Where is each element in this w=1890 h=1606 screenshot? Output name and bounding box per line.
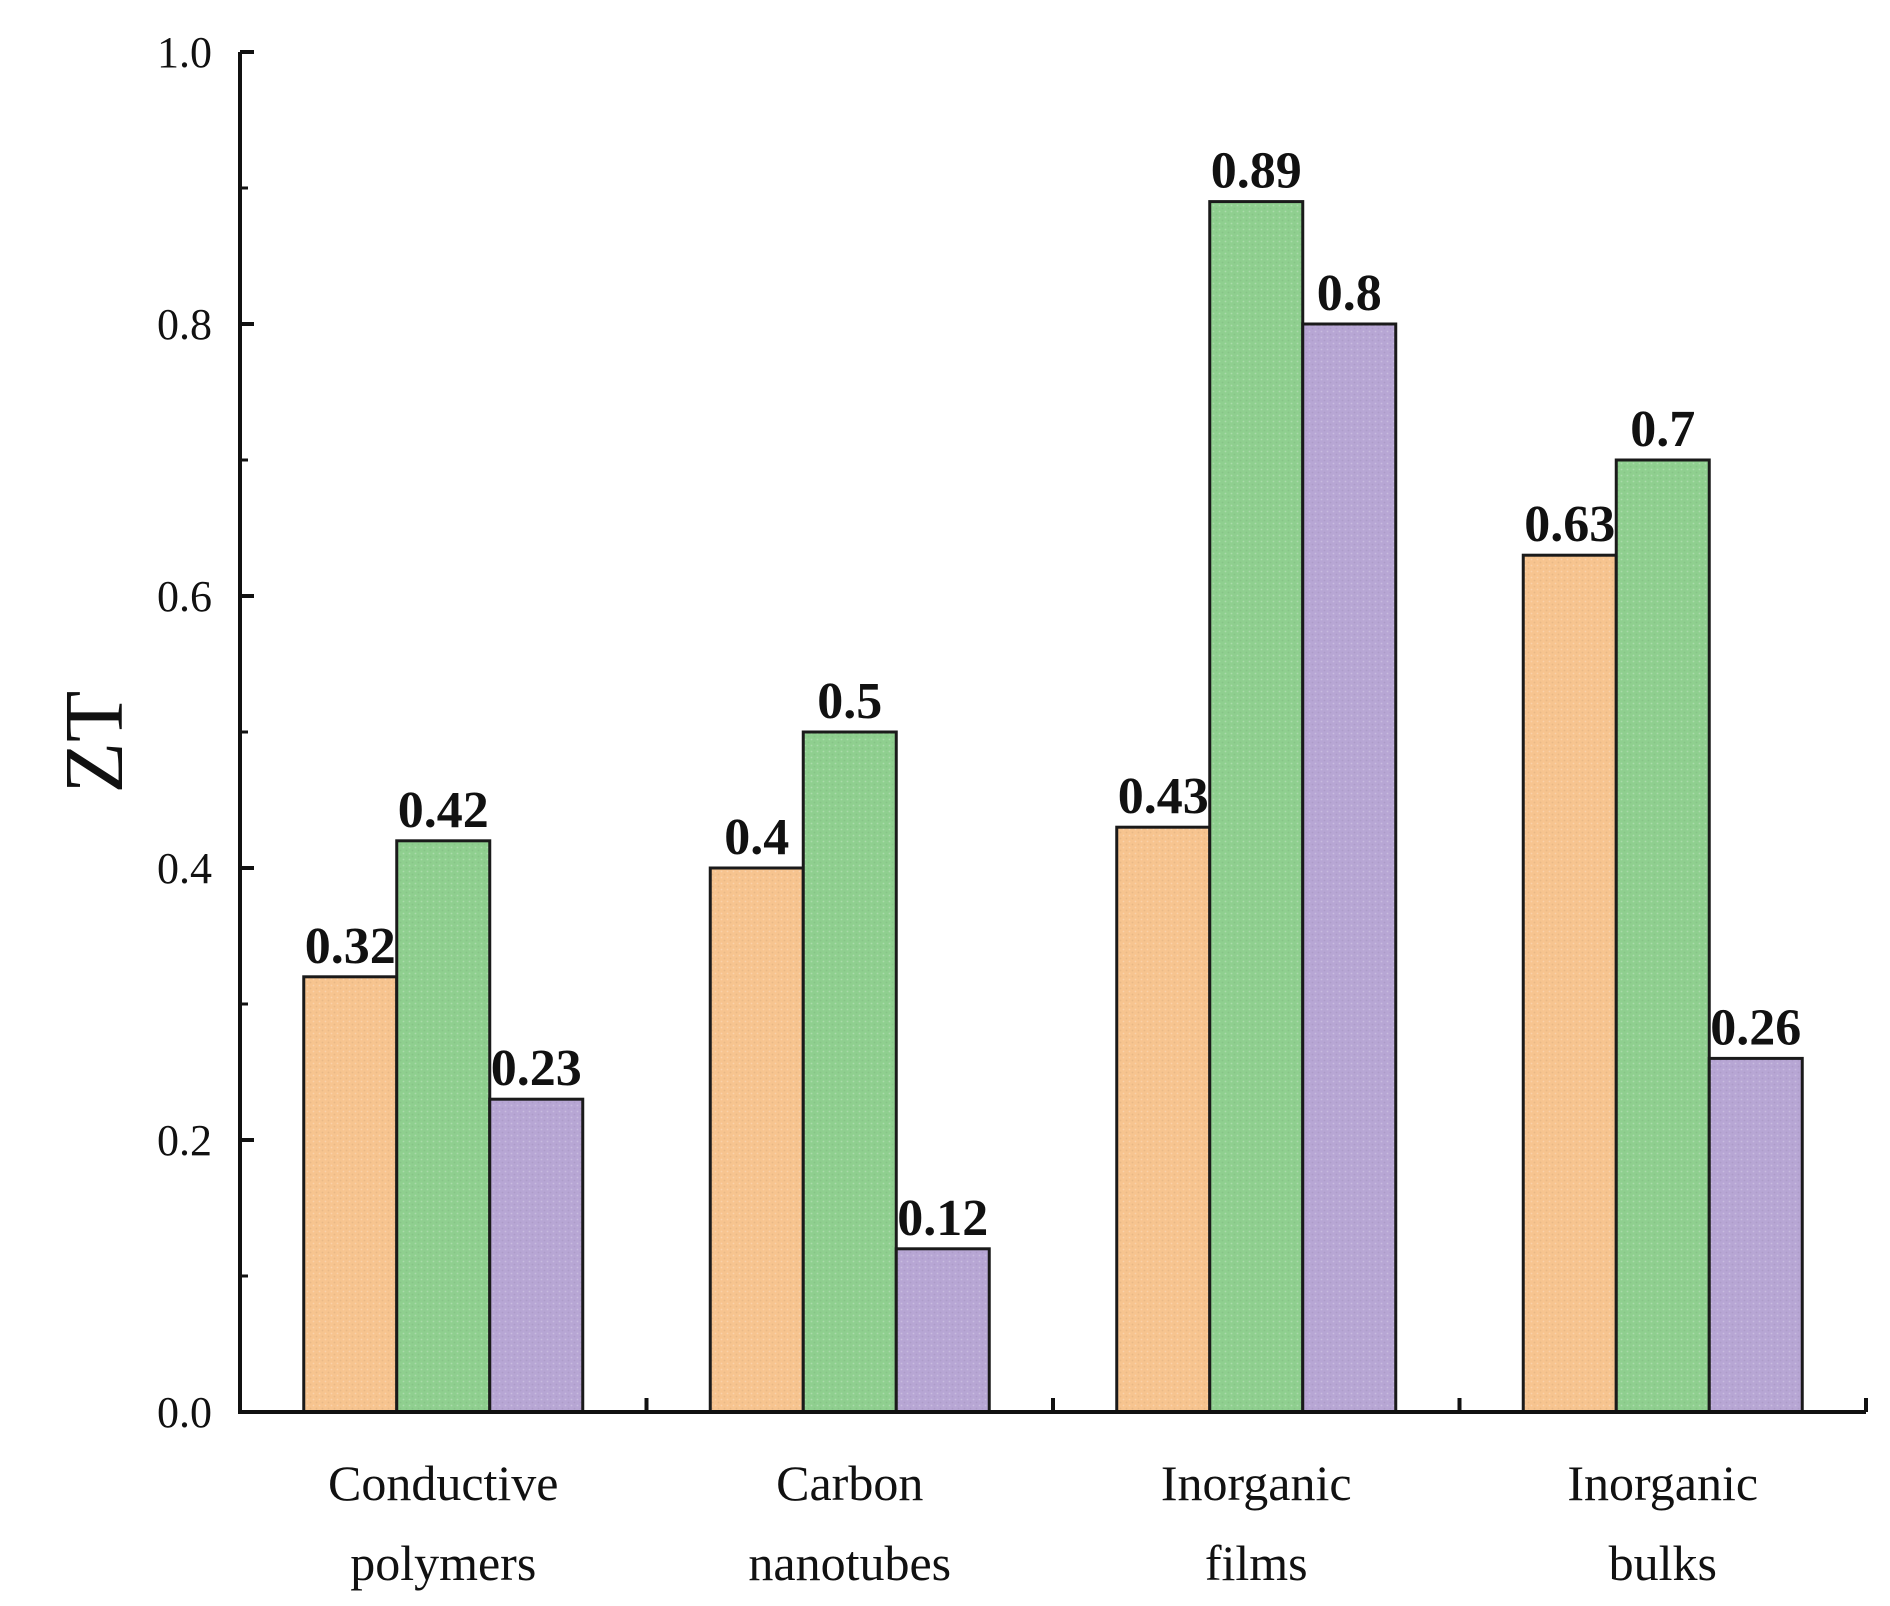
x-ticks-group (238, 1398, 1868, 1412)
bar-2-1 (395, 839, 492, 1414)
value-label-3-1: 0.23 (491, 1040, 582, 1097)
value-label-2-2: 0.5 (817, 673, 882, 730)
y-tick-label-3: 0.6 (157, 572, 212, 621)
bars-group (302, 200, 1804, 1414)
category-label-4-line-1: Inorganic (1567, 1455, 1758, 1511)
bar-2-4 (1614, 458, 1711, 1414)
category-labels-group: Conductive polymers Carbon nanotubes Inorgan… (328, 1455, 1758, 1591)
y-tick-label-4: 0.8 (157, 300, 212, 349)
value-label-3-3: 0.8 (1317, 265, 1382, 322)
bar-3-4 (1707, 1056, 1804, 1414)
bar-2-3 (1208, 200, 1305, 1414)
value-label-2-3: 0.89 (1211, 143, 1302, 200)
value-label-3-2: 0.12 (897, 1190, 988, 1247)
value-label-1-2: 0.4 (724, 809, 789, 866)
category-label-2-line-2: nanotubes (748, 1535, 951, 1591)
value-label-2-1: 0.42 (398, 782, 489, 839)
bar-1-2 (708, 866, 805, 1414)
y-axis-title: ZT (48, 691, 141, 794)
value-label-1-3: 0.43 (1118, 768, 1209, 825)
bar-3-3 (1301, 322, 1398, 1414)
category-label-1-line-2: polymers (350, 1535, 536, 1591)
category-label-2-line-1: Carbon (776, 1455, 923, 1511)
value-label-1-4: 0.63 (1524, 496, 1615, 553)
y-ticks-group: 0.0 0.2 0.4 0.6 0.8 1.0 (157, 28, 254, 1437)
category-label-3-line-2: films (1205, 1535, 1308, 1591)
category-label-4-line-2: bulks (1609, 1535, 1717, 1591)
y-tick-label-1: 0.2 (157, 1116, 212, 1165)
y-tick-label-5: 1.0 (157, 28, 212, 77)
bar-1-3 (1115, 825, 1212, 1414)
bar-3-1 (488, 1097, 585, 1414)
value-label-3-4: 0.26 (1710, 999, 1801, 1056)
value-label-1-1: 0.32 (305, 918, 396, 975)
bar-1-4 (1521, 553, 1618, 1414)
y-tick-label-2: 0.4 (157, 844, 212, 893)
value-label-2-4: 0.7 (1630, 401, 1695, 458)
category-label-3-line-1: Inorganic (1161, 1455, 1352, 1511)
bar-3-2 (894, 1247, 991, 1414)
value-labels-group: 0.32 0.42 0.23 0.4 0.5 0.12 0.43 0.89 0.8 0.63 0.7… (305, 143, 1802, 1247)
y-tick-label-0: 0.0 (157, 1388, 212, 1437)
bar-2-2 (801, 730, 898, 1414)
category-label-1-line-1: Conductive (328, 1455, 559, 1511)
bar-1-1 (302, 975, 399, 1414)
